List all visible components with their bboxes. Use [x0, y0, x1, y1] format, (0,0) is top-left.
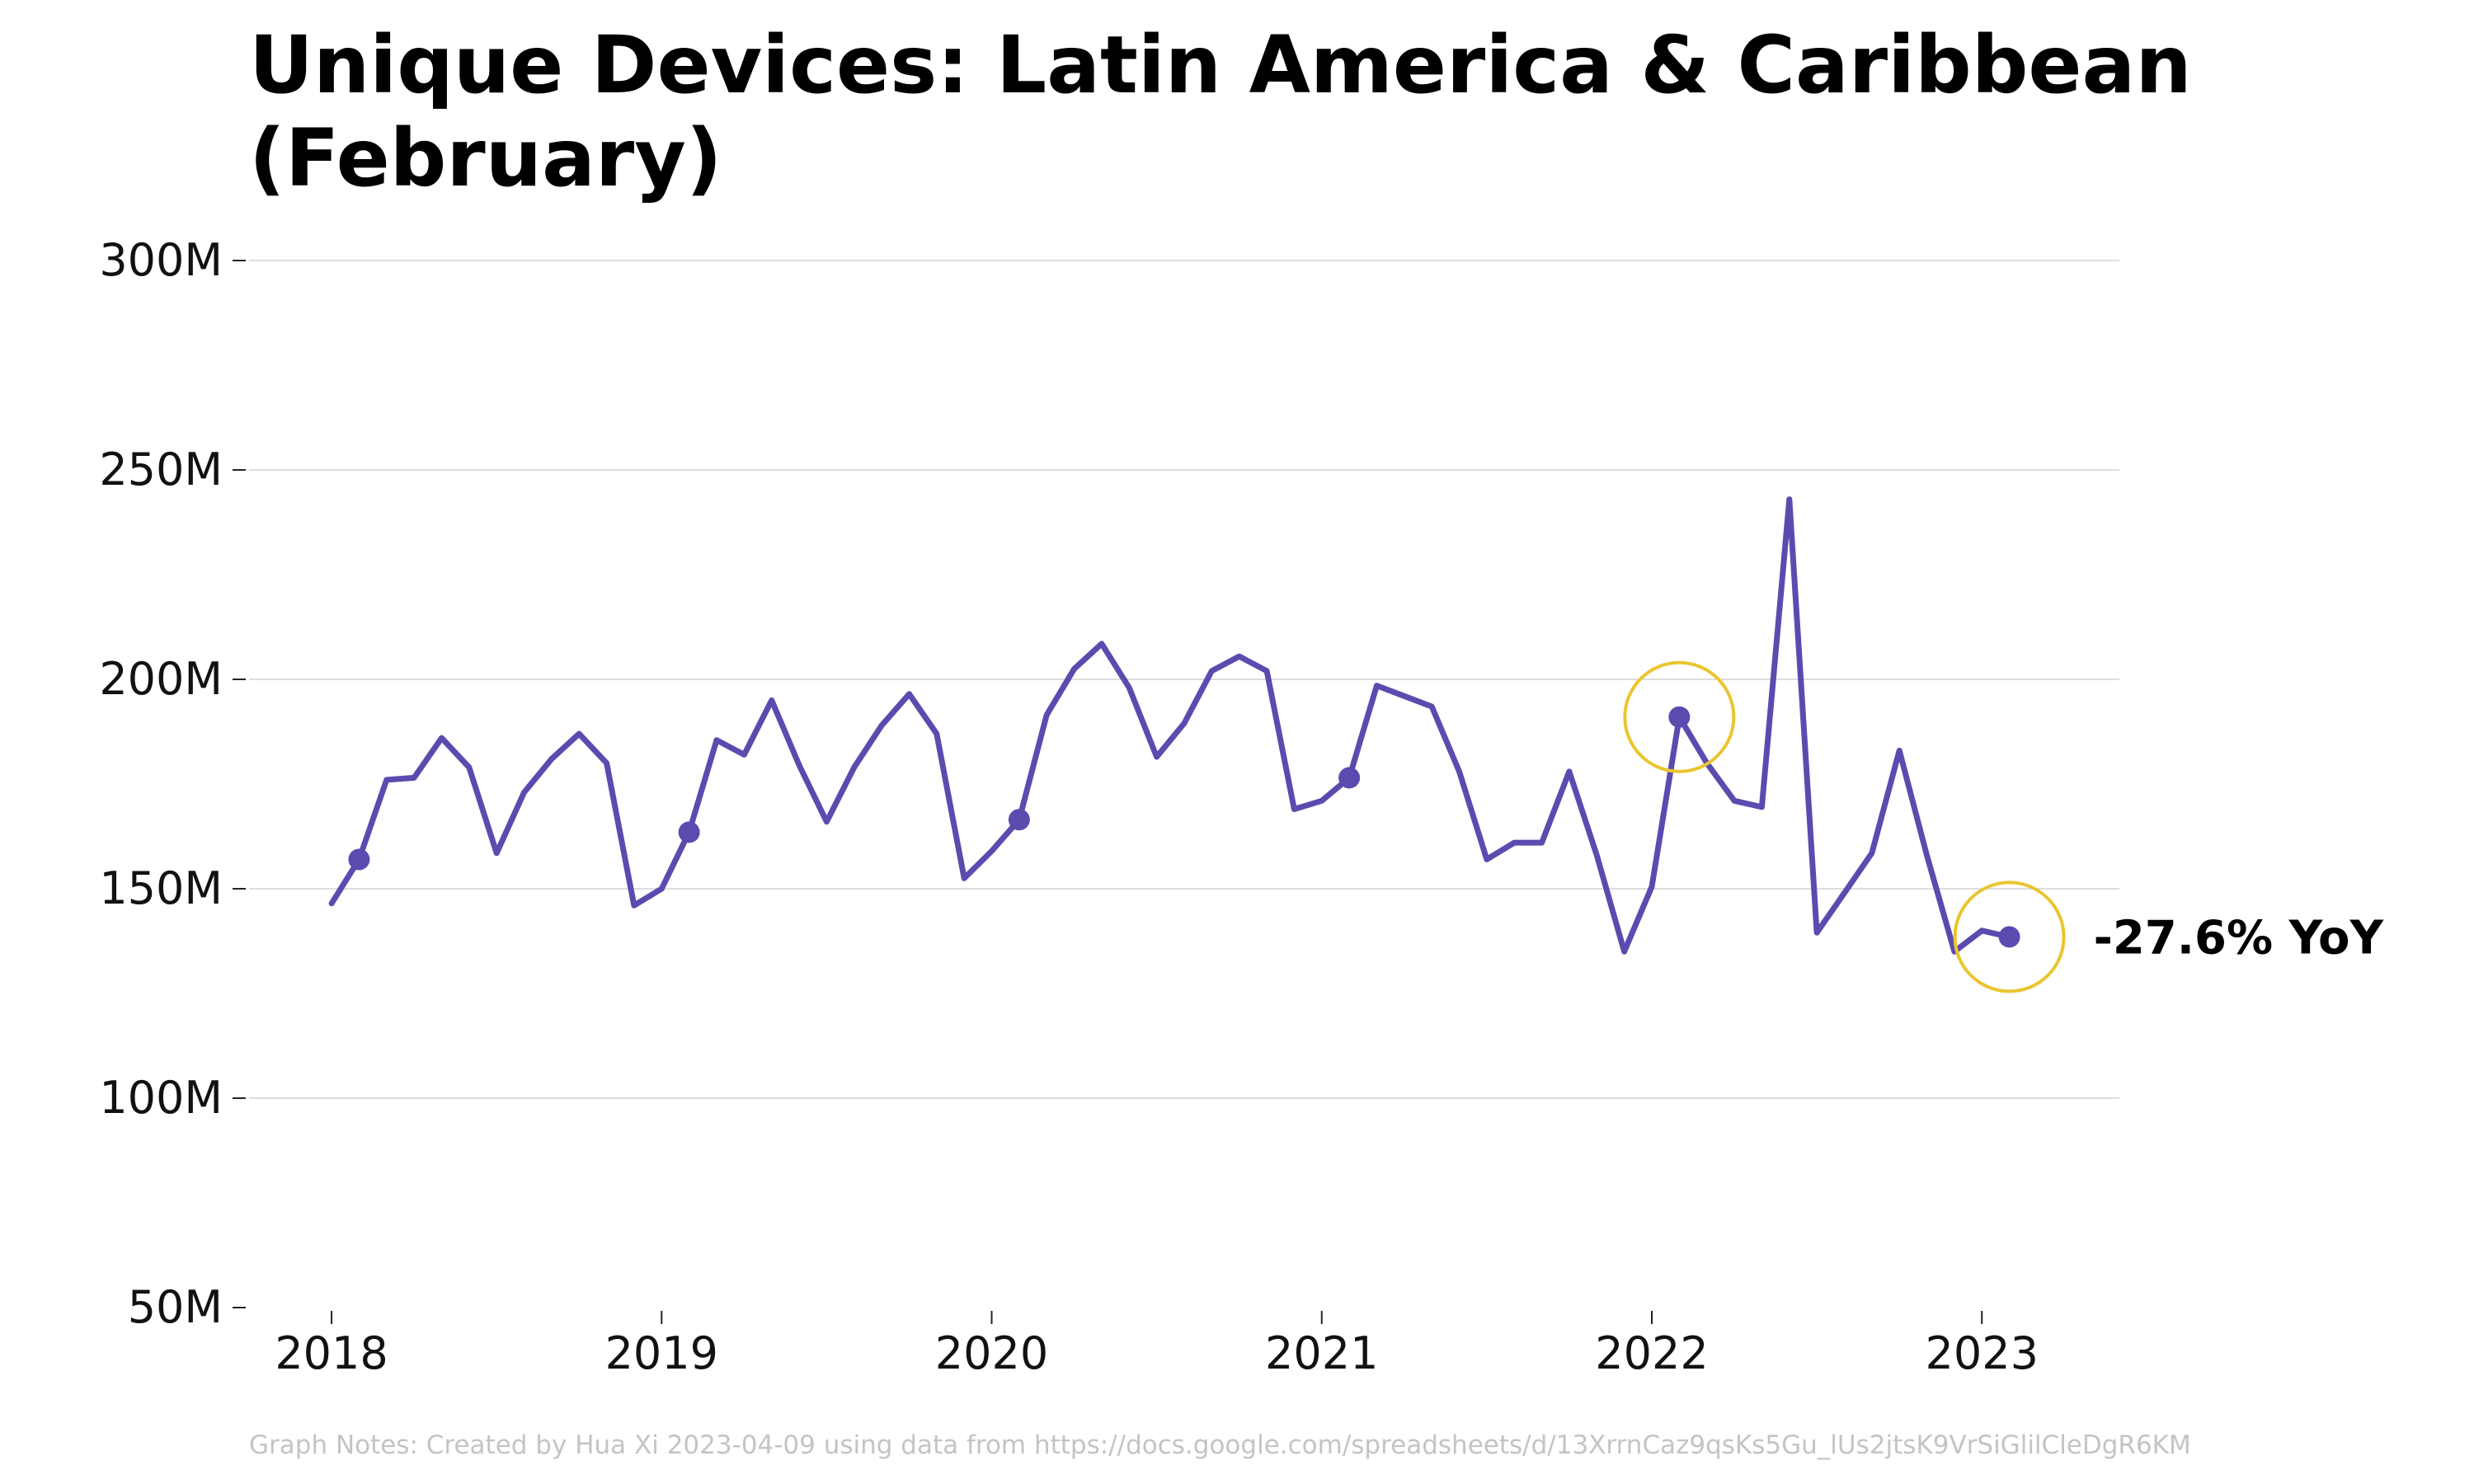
y-axis: 50M 100M 150M 200M 250M 300M — [99, 234, 246, 1333]
x-tick-label: 2019 — [605, 1327, 718, 1379]
y-tick-label: 100M — [99, 1072, 223, 1124]
y-tick-label: 250M — [99, 444, 223, 495]
february-point — [1668, 706, 1691, 728]
series-layer — [328, 496, 2013, 955]
highlight-circle — [1953, 881, 2066, 993]
february-markers — [348, 706, 2020, 948]
y-tick-label: 50M — [128, 1281, 223, 1333]
chart-title-line-2: (February) — [249, 112, 722, 204]
y-tick-label: 200M — [99, 653, 223, 705]
x-tick-label: 2023 — [1926, 1327, 2039, 1379]
y-tick-label: 150M — [99, 862, 223, 914]
february-point — [348, 848, 370, 871]
highlight-circles — [1623, 660, 2066, 993]
gridlines — [249, 260, 2119, 1099]
chart-title-line-1: Unique Devices: Latin America & Caribbea… — [249, 19, 2192, 111]
x-tick-label: 2021 — [1265, 1327, 1378, 1379]
highlight-circle — [1623, 660, 1736, 773]
february-point — [1998, 926, 2020, 948]
february-point — [1338, 767, 1361, 789]
series-line — [328, 496, 2013, 955]
yoy-annotation: -27.6% YoY — [2094, 911, 2385, 965]
x-tick-label: 2018 — [275, 1327, 388, 1379]
x-tick-label: 2020 — [935, 1327, 1048, 1379]
y-tick-label: 300M — [99, 234, 223, 286]
february-point — [1008, 809, 1030, 831]
x-axis: 2018 2019 2020 2021 2022 2023 — [275, 1311, 2039, 1379]
graph-notes-footnote: Graph Notes: Created by Hua Xi 2023-04-0… — [249, 1430, 2191, 1460]
x-tick-label: 2022 — [1595, 1327, 1708, 1379]
february-point — [678, 821, 700, 843]
